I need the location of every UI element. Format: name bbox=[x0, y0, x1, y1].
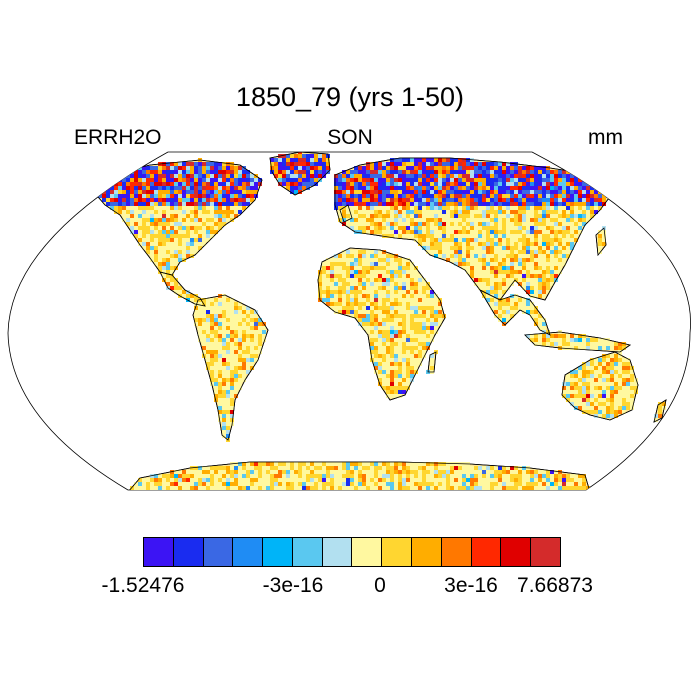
north-america-coastline bbox=[91, 159, 263, 276]
colorbar-cell bbox=[471, 538, 502, 566]
colorbar-tick-label: 7.66873 bbox=[517, 574, 593, 597]
colorbar-cell bbox=[203, 538, 234, 566]
colorbar-cell bbox=[173, 538, 204, 566]
data-noise-layer bbox=[91, 152, 667, 490]
units-label: mm bbox=[588, 126, 623, 149]
australia-coastline bbox=[561, 351, 639, 421]
colorbar-tick-label: -1.52476 bbox=[101, 574, 185, 597]
colorbar-cell bbox=[263, 538, 293, 566]
variable-label: ERRH2O bbox=[74, 126, 162, 149]
europe-asia-coastline bbox=[334, 157, 616, 301]
colorbar-cell bbox=[501, 538, 532, 566]
india-se-asia-coastline bbox=[478, 289, 551, 336]
indonesia-coastline bbox=[524, 331, 631, 353]
colorbar-cell bbox=[531, 538, 560, 566]
colorbar-cell bbox=[352, 538, 383, 566]
madagascar-coastline bbox=[427, 351, 437, 373]
new-zealand-coastline bbox=[653, 399, 667, 423]
colorbar-cell bbox=[412, 538, 442, 566]
colorbar-cell bbox=[292, 538, 323, 566]
uk-coastline bbox=[339, 204, 353, 223]
africa-coastline bbox=[317, 247, 446, 401]
colorbar-tick-label: -3e-16 bbox=[262, 574, 324, 597]
colorbar-cell bbox=[382, 538, 413, 566]
map-title: 1850_79 (yrs 1-50) bbox=[235, 82, 465, 112]
colorbar-tick-label: 0 bbox=[374, 574, 386, 597]
colorbar-cell bbox=[144, 538, 174, 566]
colorbar-cell bbox=[322, 538, 353, 566]
central-america-coastline bbox=[159, 271, 206, 307]
antarctica-coastline bbox=[127, 461, 591, 490]
south-america-coastline bbox=[192, 294, 269, 441]
japan-coastline bbox=[595, 227, 607, 257]
greenland-coastline bbox=[269, 152, 331, 196]
colorbar-cell bbox=[233, 538, 264, 566]
colorbar-tick-label: 3e-16 bbox=[444, 574, 498, 597]
colorbar bbox=[143, 537, 561, 567]
season-label: SON bbox=[327, 126, 373, 149]
colorbar-cell bbox=[441, 538, 472, 566]
